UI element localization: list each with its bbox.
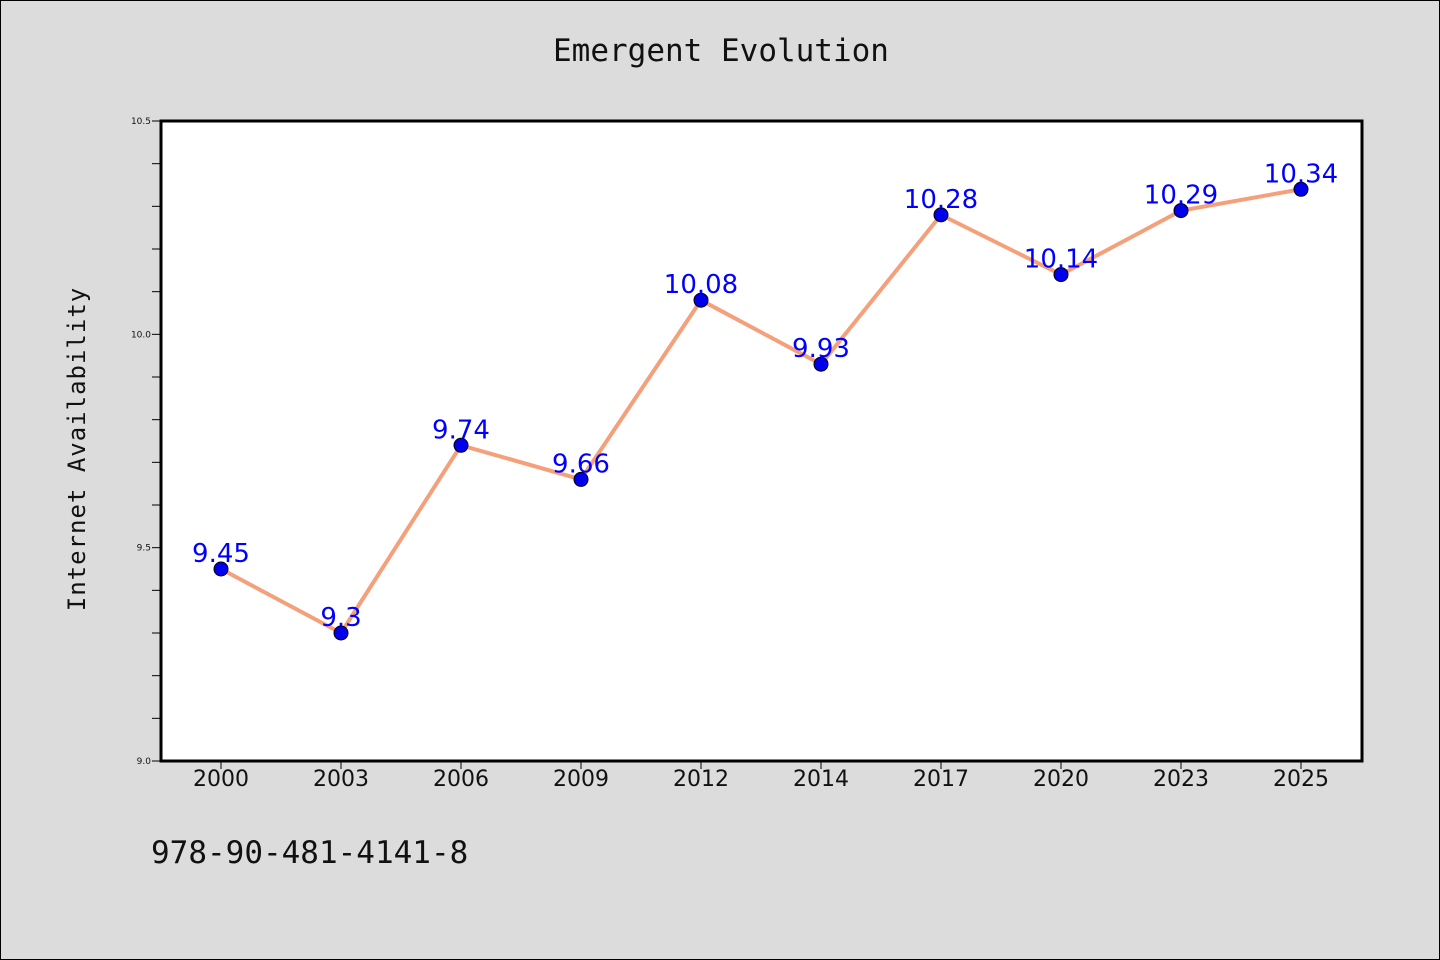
data-point <box>453 437 469 453</box>
x-tick-label: 2020 <box>1033 767 1089 792</box>
data-point <box>693 292 709 308</box>
x-tick-label: 2025 <box>1273 767 1329 792</box>
x-tick-label: 2023 <box>1153 767 1209 792</box>
footer-identifier: 978-90-481-4141-8 <box>151 835 469 871</box>
data-label: 10.34 <box>1264 159 1338 189</box>
data-point <box>1173 203 1189 219</box>
data-label: 10.28 <box>904 185 978 215</box>
data-label: 10.29 <box>1144 181 1218 211</box>
data-label: 9.3 <box>320 603 361 633</box>
x-tick-label: 2009 <box>553 767 609 792</box>
y-tick-label: 10.5 <box>131 117 151 127</box>
data-point <box>1293 181 1309 197</box>
x-tick-label: 2012 <box>673 767 729 792</box>
data-label: 9.45 <box>192 539 250 569</box>
data-label: 9.93 <box>792 334 850 364</box>
data-point <box>213 561 229 577</box>
data-point <box>573 471 589 487</box>
data-label: 10.08 <box>664 270 738 300</box>
plot-frame <box>159 119 1364 763</box>
x-tick-label: 2000 <box>193 767 249 792</box>
data-label: 9.66 <box>552 449 610 479</box>
data-label: 10.14 <box>1024 245 1098 275</box>
data-point <box>813 356 829 372</box>
series-line <box>219 187 1303 635</box>
data-label: 9.74 <box>432 415 490 445</box>
y-tick-label: 9.0 <box>137 757 152 767</box>
data-point <box>333 625 349 641</box>
chart-title: Emergent Evolution <box>553 33 889 69</box>
x-tick-label: 2003 <box>313 767 369 792</box>
y-tick-label: 9.5 <box>137 544 151 554</box>
data-point <box>933 207 949 223</box>
x-tick-label: 2006 <box>433 767 489 792</box>
x-tick-label: 2017 <box>913 767 969 792</box>
x-tick-label: 2014 <box>793 767 849 792</box>
data-point <box>1053 267 1069 283</box>
plot-area <box>161 121 1362 761</box>
y-tick-label: 10.0 <box>131 330 151 340</box>
